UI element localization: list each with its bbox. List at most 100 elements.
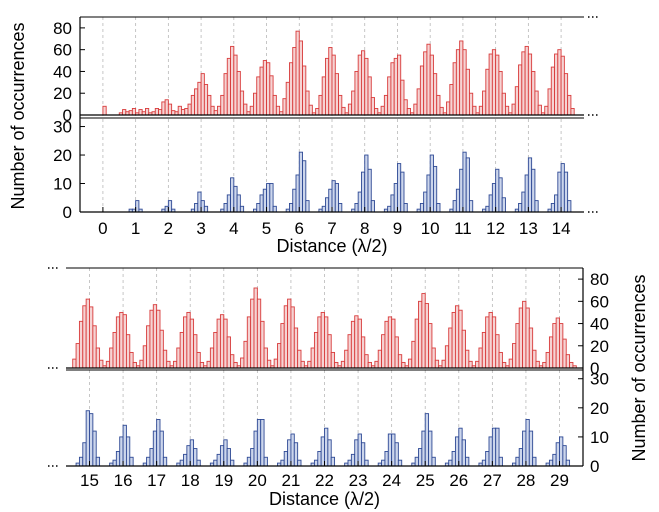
bar-red	[289, 62, 294, 116]
bar-red	[514, 86, 519, 116]
bar-red	[354, 315, 359, 369]
bar-red	[495, 334, 500, 369]
bar-blue	[269, 183, 274, 213]
bar-red	[544, 105, 549, 116]
bar-red	[230, 354, 235, 369]
bar-blue	[559, 436, 564, 467]
bar-blue	[325, 197, 330, 213]
x-tick-label: 12	[486, 219, 505, 238]
bar-red	[423, 51, 428, 116]
bar-red	[207, 94, 212, 116]
x-tick-label: 16	[114, 471, 133, 490]
bar-blue	[485, 451, 490, 467]
bar-red	[424, 303, 430, 369]
bar-red	[167, 103, 173, 116]
bar-blue	[330, 456, 336, 467]
bar-red	[387, 316, 393, 369]
bar-red	[128, 110, 133, 116]
bar-red	[441, 359, 446, 369]
y-tick-label: 0	[590, 457, 599, 476]
bar-red	[158, 109, 163, 116]
x-tick-label: 28	[516, 471, 535, 490]
bar-red	[259, 66, 264, 116]
bar-red	[92, 325, 97, 369]
x-tick-label: 3	[196, 219, 205, 238]
bar-red	[132, 361, 137, 369]
bar-blue	[557, 171, 562, 213]
x-tick-label: 1	[131, 219, 140, 238]
y-tick-label: 20	[590, 399, 609, 418]
bar-blue	[560, 163, 565, 213]
bar-red	[350, 320, 356, 369]
bar-red	[522, 300, 527, 369]
bar-blue	[297, 459, 302, 467]
bar-red	[223, 73, 228, 116]
bar-blue	[230, 459, 235, 467]
y-tick-label: 10	[590, 428, 609, 447]
bottom-panel: 0 20 40 60 80 0 10 20 30 15 16 17 18 19 20 21 22 23 24 25 26…	[48, 267, 649, 509]
bar-red	[451, 311, 456, 369]
bar-blue	[334, 183, 339, 213]
x-tick-label: 26	[449, 471, 468, 490]
bar-red	[330, 351, 336, 369]
bar-red	[542, 361, 547, 369]
bar-blue	[112, 459, 117, 467]
bar-blue	[567, 200, 572, 213]
bar-blue	[230, 177, 235, 213]
y-tick-label: 10	[53, 175, 72, 194]
bar-blue	[357, 433, 362, 467]
bar-red	[282, 98, 287, 116]
bar-red	[187, 103, 192, 116]
bar-blue	[550, 202, 555, 213]
y-tick-label: 0	[590, 359, 599, 378]
bar-blue	[89, 413, 94, 467]
bar-red	[226, 336, 231, 369]
y-tick-label: 20	[53, 146, 72, 165]
bar-red	[347, 334, 352, 369]
y-tick-label: 60	[590, 292, 609, 311]
bar-red	[105, 360, 111, 369]
bar-red	[531, 70, 536, 116]
bar-blue	[361, 171, 366, 213]
bar-red	[315, 108, 320, 116]
bar-red	[401, 361, 406, 369]
bar-blue	[531, 168, 536, 213]
bar-red	[393, 57, 398, 116]
bar-red	[307, 360, 312, 369]
bar-red	[162, 349, 168, 369]
bar-red	[377, 349, 383, 369]
bar-blue	[129, 456, 134, 467]
bar-red	[219, 314, 225, 369]
x-tick-label: 19	[214, 471, 233, 490]
bar-red	[428, 323, 433, 369]
bar-red	[370, 97, 375, 116]
bar-red	[351, 90, 356, 116]
bar-red	[318, 94, 323, 116]
bar-blue	[364, 459, 369, 467]
bar-red	[171, 110, 176, 116]
y-tick-label: 80	[53, 19, 72, 38]
bar-red	[243, 103, 248, 116]
bar-red	[129, 351, 134, 369]
bar-red	[461, 329, 466, 369]
bar-blue	[298, 151, 303, 213]
bar-blue	[555, 442, 560, 467]
bar-red	[292, 47, 297, 116]
bar-red	[184, 108, 189, 116]
bar-blue	[354, 439, 359, 467]
bar-red	[367, 76, 372, 116]
bar-red	[498, 351, 503, 369]
bar-red	[216, 105, 222, 116]
bar-red	[354, 70, 359, 116]
bar-red	[263, 347, 268, 369]
bar-red	[223, 318, 228, 369]
bar-red	[448, 327, 453, 369]
bar-red	[532, 349, 537, 369]
bar-red	[419, 65, 425, 116]
bar-red	[180, 109, 186, 116]
bar-blue	[302, 160, 307, 213]
bar-red	[475, 360, 480, 369]
bar-red	[82, 305, 87, 369]
bar-red	[149, 309, 154, 369]
